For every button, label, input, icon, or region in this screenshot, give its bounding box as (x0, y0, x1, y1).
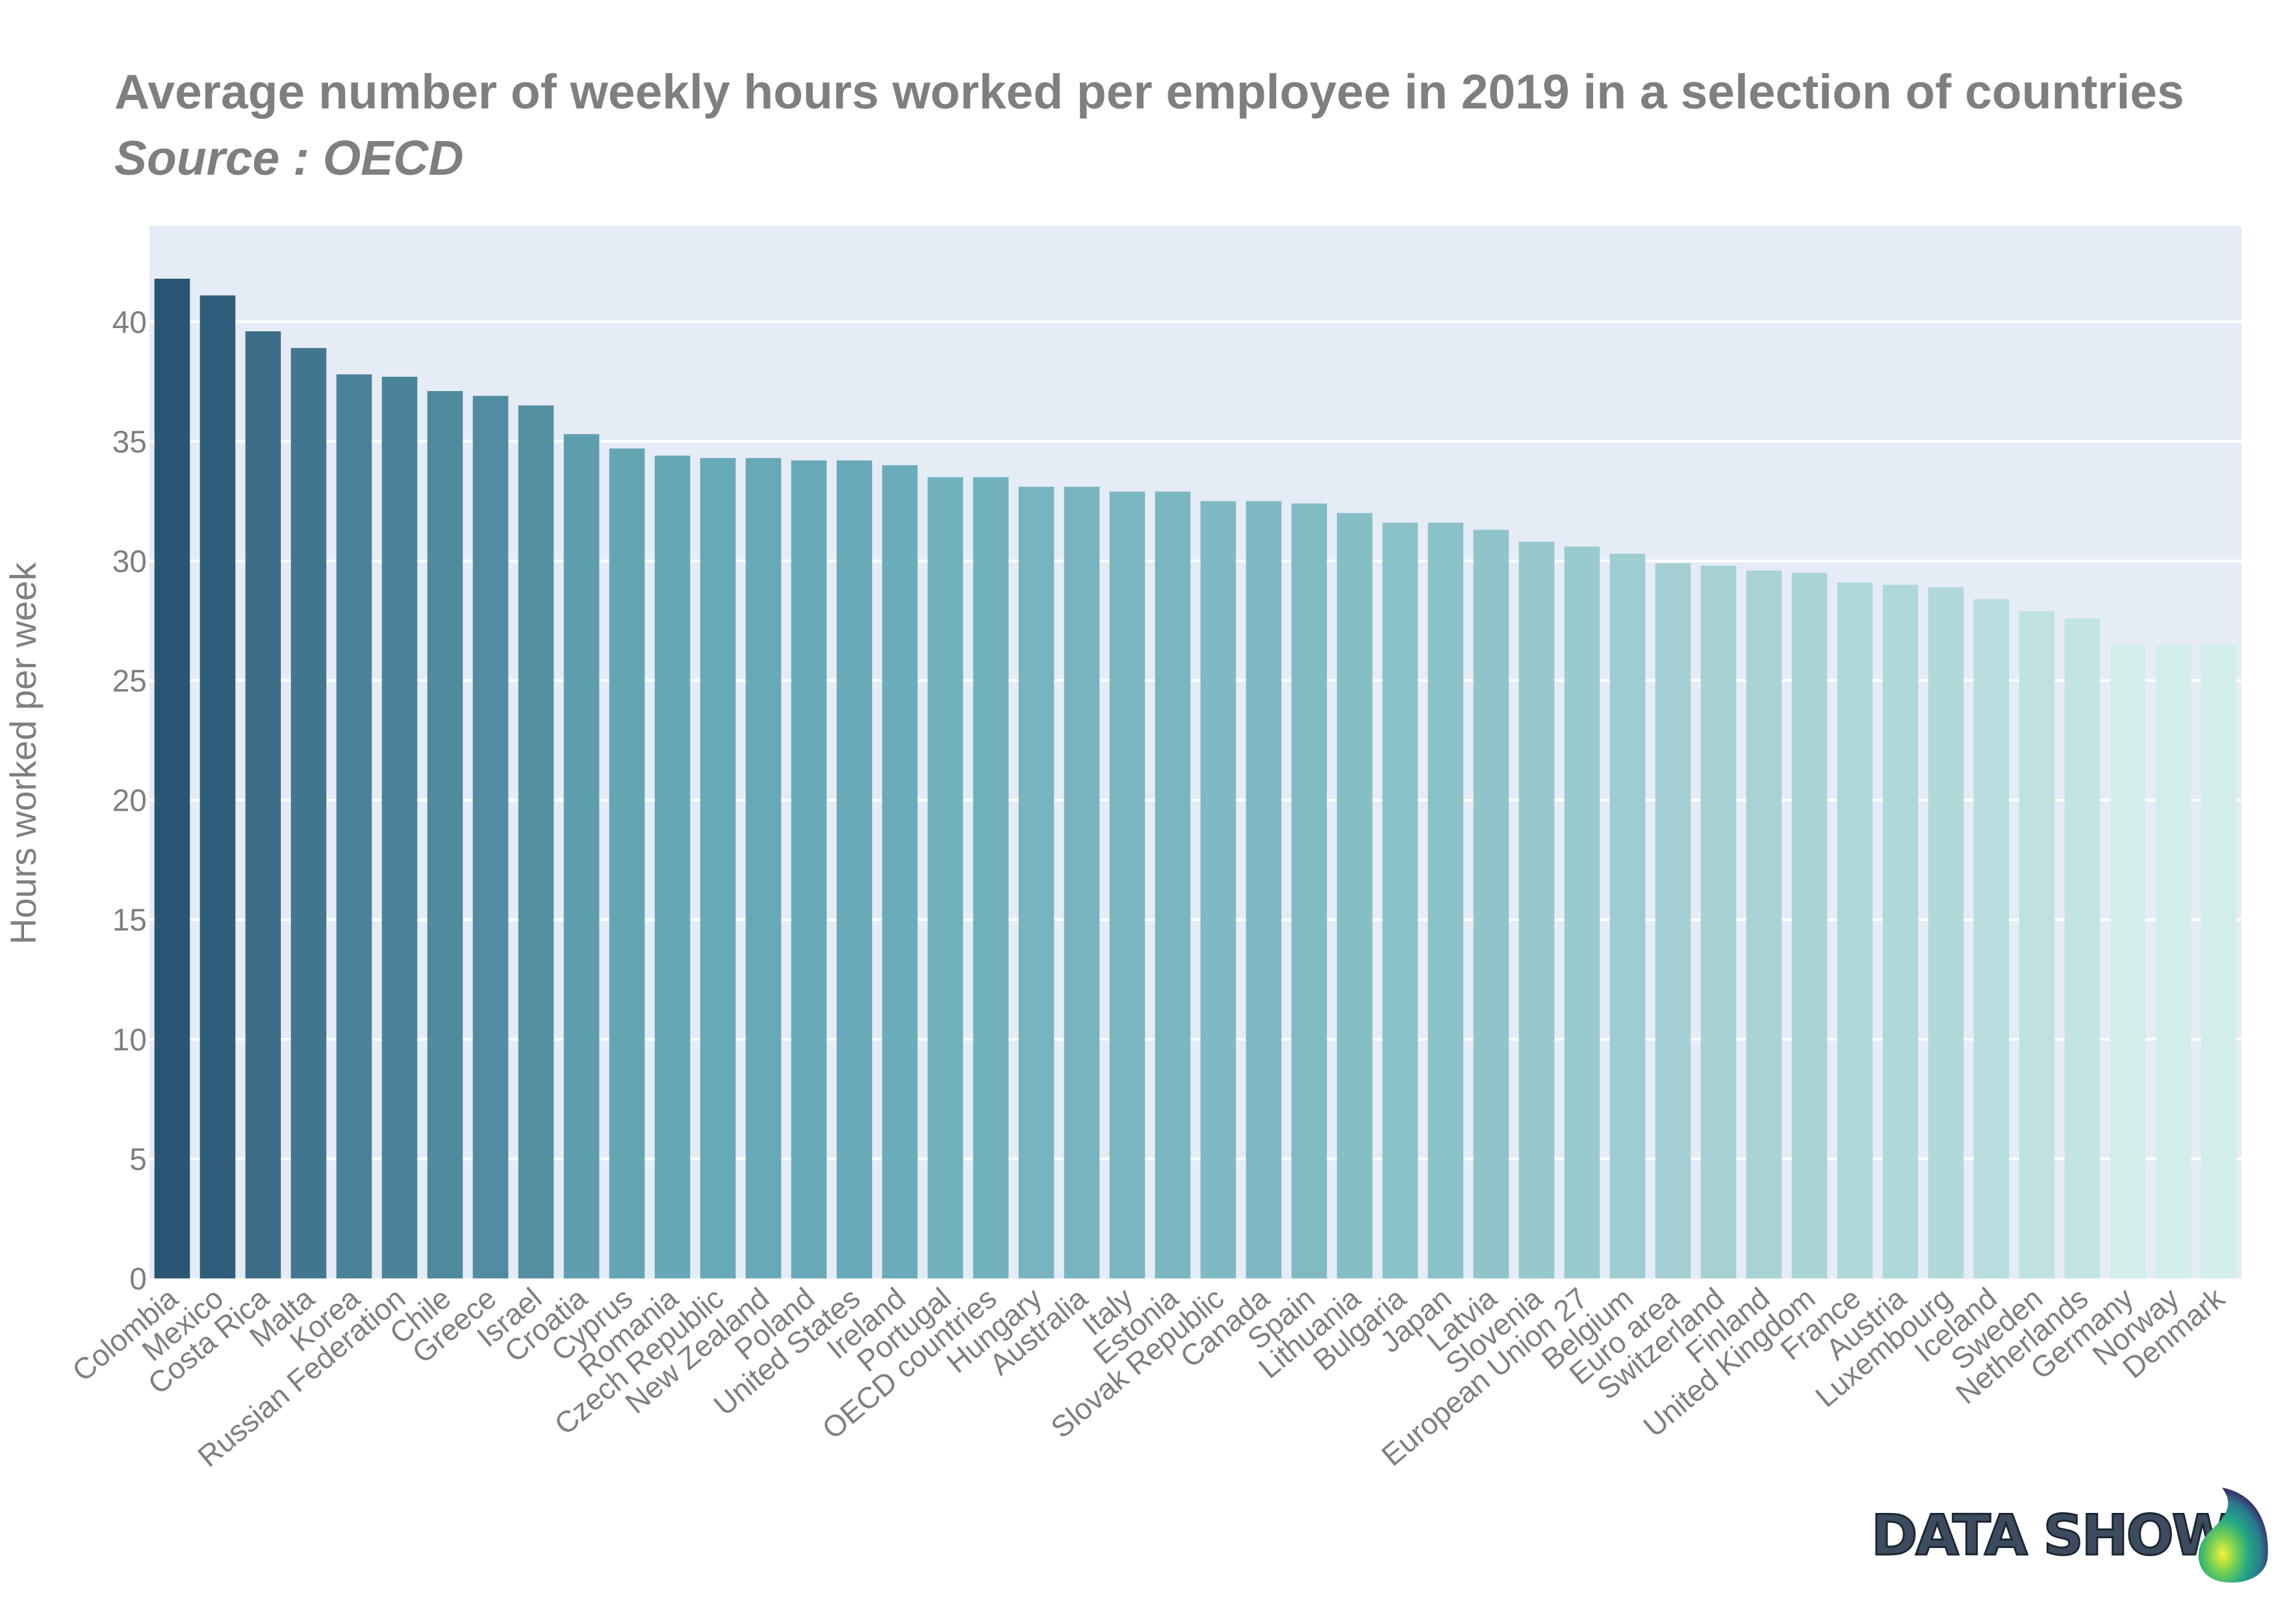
bar-romania (654, 455, 691, 1278)
bar-germany (2110, 644, 2146, 1278)
chart-subtitle: Source : OECD (114, 131, 464, 185)
y-tick-label: 35 (112, 425, 147, 459)
bar-chile (427, 391, 463, 1279)
bar-cyprus (609, 448, 645, 1278)
bar-czech-republic (700, 458, 736, 1278)
bar-australia (1064, 487, 1100, 1279)
bar-malta (290, 348, 327, 1278)
bar-france (1837, 582, 1873, 1279)
bar-israel (518, 405, 554, 1278)
bar-poland (791, 460, 827, 1279)
bar-luxembourg (1928, 587, 1964, 1278)
bar-canada (1246, 501, 1282, 1278)
bar-united-kingdom (1791, 572, 1828, 1278)
bar-spain (1291, 503, 1327, 1279)
y-tick-label: 15 (112, 904, 147, 938)
bar-european-union-27 (1564, 546, 1600, 1278)
y-tick-labels: 0 5 10 15 20 25 30 35 40 (112, 305, 147, 1297)
chart-title: Average number of weekly hours worked pe… (114, 64, 2184, 119)
y-tick-label: 30 (112, 544, 147, 579)
bar-colombia (154, 279, 190, 1278)
bar-hungary (1018, 487, 1054, 1279)
y-tick-label: 0 (129, 1262, 147, 1297)
y-tick-label: 10 (112, 1023, 147, 1058)
bars-group (154, 279, 2237, 1279)
bar-norway (2155, 644, 2191, 1278)
bar-portugal (927, 477, 964, 1279)
bar-euro-area (1655, 563, 1691, 1278)
y-tick-label: 25 (112, 665, 147, 699)
bar-greece (472, 396, 509, 1278)
bar-costa-rica (245, 331, 281, 1278)
y-axis-label: Hours worked per week (3, 562, 44, 945)
bar-mexico (199, 295, 236, 1279)
bar-estonia (1155, 491, 1191, 1278)
data-show-logo: DATA SHOW (1871, 1488, 2274, 1605)
bar-austria (1882, 585, 1919, 1278)
bar-croatia (563, 434, 600, 1279)
bar-denmark (2201, 644, 2237, 1278)
bar-new-zealand (745, 458, 782, 1278)
bar-korea (336, 374, 372, 1278)
bar-slovenia (1518, 542, 1555, 1278)
y-tick-label: 5 (129, 1143, 147, 1177)
bar-ireland (882, 465, 918, 1278)
logo-icon (2198, 1488, 2268, 1583)
bar-iceland (1973, 599, 2010, 1278)
logo-text: DATA SHOW (1871, 1503, 2235, 1569)
bar-latvia (1473, 529, 1509, 1279)
bar-switzerland (1700, 565, 1737, 1279)
y-tick-label: 20 (112, 784, 147, 818)
bar-russian-federation (381, 376, 418, 1278)
bar-united-states (836, 460, 873, 1279)
y-tick-label: 40 (112, 305, 147, 340)
bar-sweden (2019, 611, 2055, 1278)
bar-oecd-countries (973, 477, 1009, 1279)
bar-japan (1427, 522, 1464, 1279)
bar-belgium (1609, 553, 1646, 1278)
bar-netherlands (2064, 618, 2101, 1278)
plot-background (149, 226, 2242, 1278)
bar-bulgaria (1382, 522, 1418, 1279)
bar-slovak-republic (1200, 501, 1236, 1278)
bar-italy (1109, 491, 1145, 1278)
bar-finland (1746, 570, 1782, 1278)
bar-lithuania (1336, 513, 1373, 1279)
